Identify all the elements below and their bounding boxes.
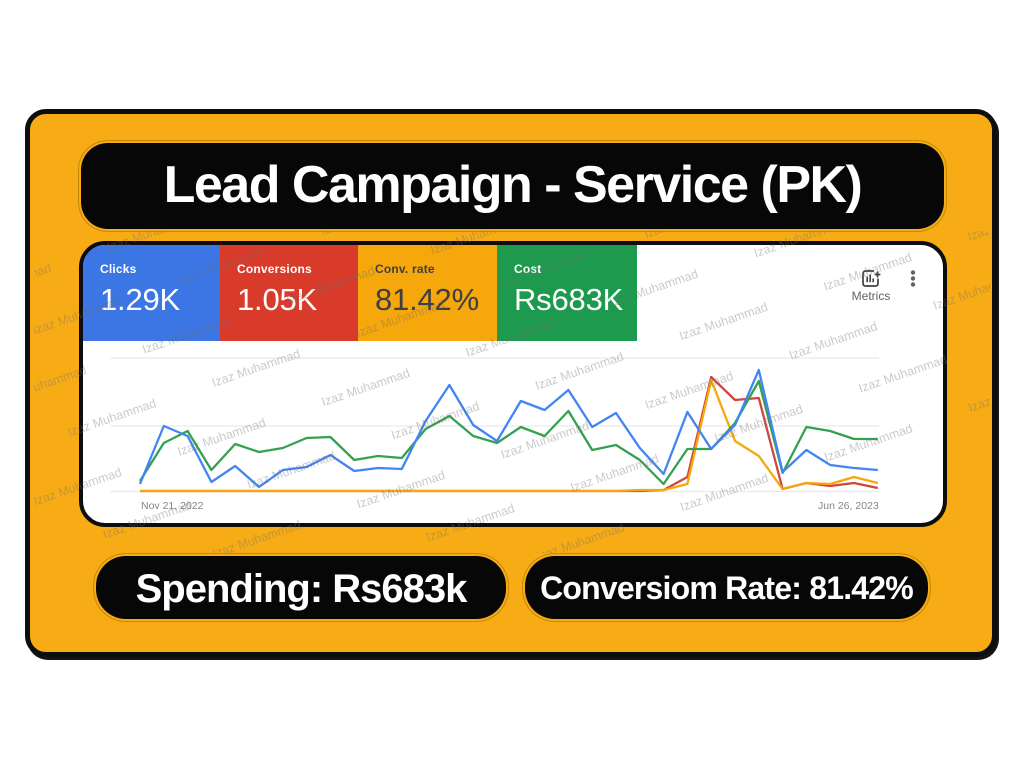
svg-text:Nov 21, 2022: Nov 21, 2022 [141,500,204,512]
svg-text:Jun 26, 2023: Jun 26, 2023 [818,500,879,512]
